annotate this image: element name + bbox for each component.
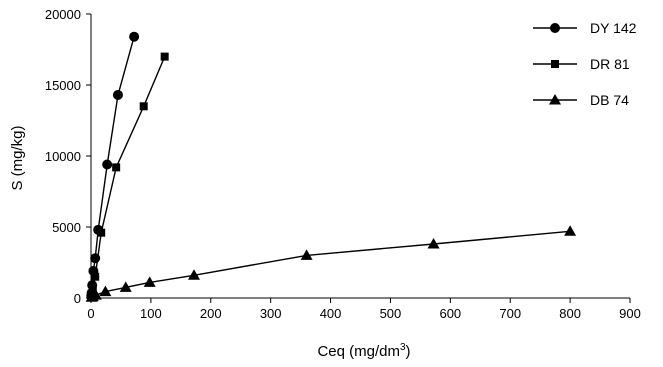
data-point: [564, 225, 577, 236]
data-point: [112, 89, 123, 100]
x-axis-title: Ceq (mg/dm3): [317, 342, 410, 360]
x-tick-label: 100: [140, 306, 162, 321]
legend-marker: [550, 23, 560, 33]
data-point: [88, 284, 97, 293]
x-tick-label: 400: [320, 306, 342, 321]
legend-item: DR 81: [533, 56, 630, 72]
legend: DY 142 DR 81 DB 74: [533, 20, 637, 108]
data-point: [89, 289, 102, 300]
x-tick-label: 200: [200, 306, 222, 321]
legend-marker: [549, 94, 561, 105]
y-tick-label: 0: [74, 291, 81, 306]
series-layer: [85, 31, 577, 302]
data-point: [97, 228, 106, 237]
x-tick-label: 800: [559, 306, 581, 321]
data-point: [91, 272, 100, 281]
x-axis-title-superscript: 3: [400, 342, 406, 353]
y-tick-label: 20000: [45, 7, 81, 22]
y-tick-label: 10000: [45, 149, 81, 164]
data-point: [99, 285, 112, 297]
data-point: [427, 238, 440, 249]
legend-marker: [551, 60, 559, 68]
x-tick-label: 500: [380, 306, 402, 321]
data-point: [119, 281, 132, 292]
series-line: [91, 230, 571, 298]
legend-item: DY 142: [533, 20, 637, 36]
y-tick-label: 15000: [45, 78, 81, 93]
legend-label: DB 74: [590, 92, 629, 108]
series-line: [90, 56, 166, 297]
legend-item: DB 74: [533, 92, 629, 108]
legend-label: DR 81: [590, 56, 630, 72]
x-tick-label: 600: [439, 306, 461, 321]
y-axis-title: S (mg/kg): [9, 125, 26, 190]
data-point: [300, 249, 313, 260]
x-tick-label: 900: [619, 306, 641, 321]
x-axis-title-main: Ceq (mg/dm: [317, 343, 400, 360]
data-point: [112, 163, 121, 172]
x-axis-title-end: ): [406, 343, 411, 360]
series-square: [87, 52, 169, 301]
x-tick-label: 300: [260, 306, 282, 321]
y-tick-label: 5000: [52, 220, 81, 235]
series-triangle: [85, 225, 577, 302]
data-point: [129, 31, 140, 42]
data-point: [143, 276, 156, 287]
axes: 0 5000 10000 15000 20000 0 100 200 300 400 500 600 7…: [45, 7, 641, 321]
data-point: [139, 102, 148, 111]
x-tick-label: 700: [499, 306, 521, 321]
data-point: [102, 159, 113, 170]
x-tick-label: 0: [87, 306, 94, 321]
data-point: [188, 269, 201, 280]
legend-label: DY 142: [590, 20, 637, 36]
data-point: [160, 52, 169, 61]
